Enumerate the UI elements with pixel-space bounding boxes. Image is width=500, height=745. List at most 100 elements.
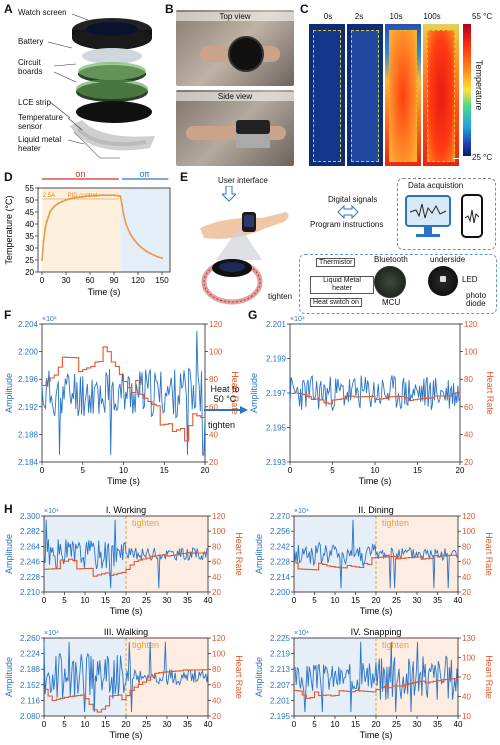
- tighten-annotation: tighten: [382, 518, 409, 528]
- y-tick-label: 2.256: [270, 527, 291, 536]
- y2-tick-label: 70: [462, 673, 471, 682]
- x-tick-label: 20: [372, 720, 381, 729]
- y2-tick-label: 80: [464, 375, 473, 384]
- temperature-point: [149, 252, 151, 255]
- temperature-point: [109, 194, 111, 197]
- x-tick-label: 40: [454, 720, 463, 729]
- temperature-point: [125, 223, 127, 225]
- chart-f: 0 5 10 15 20 2.184 2.188 2.192 2.196 2.200 2.204 20…: [4, 316, 240, 486]
- x-tick-label: 20: [201, 466, 210, 475]
- led-label: LED: [462, 275, 478, 284]
- y-tick-label: 2.188: [18, 430, 39, 439]
- down-arrow-icon: [222, 186, 236, 202]
- hand-with-watch-icon: [200, 212, 289, 239]
- heating-shade: [42, 188, 121, 272]
- exponent-label: ×10⁴: [294, 508, 309, 515]
- user-interface-label: User interface: [218, 176, 268, 185]
- y2-tick-label: 60: [212, 558, 221, 567]
- temperature-colorbar: [463, 24, 471, 156]
- mcu-label: MCU: [382, 298, 401, 307]
- y2-tick-label: 60: [209, 403, 218, 412]
- y-tick-label: 2.152: [20, 681, 41, 690]
- x-tick-label: 35: [183, 720, 192, 729]
- phone-icon: [461, 194, 483, 238]
- y-tick-label: 35: [25, 232, 34, 241]
- x-tick-label: 10: [331, 596, 340, 605]
- x-tick-label: 0: [40, 276, 45, 285]
- y2-tick-label: 100: [209, 348, 223, 357]
- x-tick-label: 20: [456, 466, 465, 475]
- photo-side-view-label: Side view: [176, 92, 294, 101]
- y2-tick-label: 10: [462, 712, 471, 721]
- y2-tick-label: 40: [212, 573, 221, 582]
- x-tick-label: 10: [81, 596, 90, 605]
- heart-rate-series: [290, 392, 461, 405]
- y-tick-label: 2.225: [270, 634, 291, 643]
- x-tick-label: 30: [163, 720, 172, 729]
- y-tick-label: 2.195: [266, 424, 287, 433]
- y2-axis-label: Heart Rate: [234, 655, 244, 699]
- x-tick-label: 10: [331, 720, 340, 729]
- temperature-point: [133, 238, 135, 241]
- photodiode-label: photo diode: [466, 291, 487, 308]
- temperature-point: [89, 194, 91, 197]
- panel-label-a: A: [4, 2, 13, 16]
- y-tick-label: 2.260: [20, 634, 41, 643]
- temperature-point: [85, 195, 87, 198]
- panel-a-leader-lines: [47, 13, 89, 145]
- temperature-point: [161, 257, 163, 260]
- y2-tick-label: 100: [462, 654, 476, 663]
- off-label: off: [139, 172, 149, 179]
- on-label: on: [75, 172, 85, 179]
- x-tick-label: 15: [413, 466, 422, 475]
- y-tick-label: 25: [25, 256, 34, 265]
- bidirectional-arrow-icon: [337, 205, 359, 219]
- panel-label-g: G: [248, 308, 258, 322]
- thermistor-box: Thermistor: [316, 258, 356, 267]
- label-circuit-boards: Circuit boards: [18, 58, 43, 76]
- y-tick-label: 2.197: [266, 389, 287, 398]
- x-tick-label: 120: [131, 276, 145, 285]
- strap-icon: [236, 134, 270, 148]
- x-tick-label: 25: [392, 720, 401, 729]
- x-tick-label: 5: [62, 596, 67, 605]
- chart-title: IV. Snapping: [351, 627, 402, 637]
- temperature-point: [61, 200, 63, 203]
- x-tick-label: 15: [101, 596, 110, 605]
- y-tick-label: 2.219: [270, 650, 291, 659]
- y-tick-label: 2.207: [270, 681, 291, 690]
- y2-tick-label: 100: [464, 348, 478, 357]
- chart-h1: tighten 0 5 10 15 20 25 30 35 40 2.210 2.228 2.246 2.…: [4, 505, 244, 616]
- y-axis-label: Temperature (°C): [4, 195, 14, 264]
- temperature-point: [45, 220, 48, 223]
- panel-label-f: F: [4, 308, 12, 322]
- amplitude-series: [289, 374, 461, 411]
- thermal-image-100s: [423, 24, 459, 166]
- x-tick-label: 5: [312, 720, 317, 729]
- x-axis-label: Time (s): [107, 476, 140, 486]
- x-tick-label: 15: [351, 596, 360, 605]
- temperature-point: [42, 239, 45, 242]
- y-tick-label: 2.300: [20, 512, 41, 521]
- plot-frame: [37, 187, 171, 273]
- thermal-time-2: 10s: [389, 12, 403, 21]
- heart-rate-series: [294, 677, 459, 699]
- chart-g: 0 5 10 15 20 2.193 2.195 2.197 2.199 2.201 20 40 60 8…: [249, 316, 495, 486]
- temperature-point: [57, 202, 59, 205]
- x-tick-label: 10: [119, 466, 128, 475]
- y2-tick-label: 130: [462, 634, 476, 643]
- y2-tick-label: 80: [209, 375, 218, 384]
- y2-tick-label: 100: [212, 650, 226, 659]
- thermal-image-2s: [347, 24, 383, 166]
- circuit-detail-box: [299, 254, 497, 314]
- watch-face-icon: [228, 36, 264, 72]
- y-tick-label: 2.193: [266, 458, 287, 467]
- heart-rate-series: [44, 669, 209, 713]
- colorbar-title: Temperature: [474, 60, 484, 111]
- digital-signals-label: Digital signals: [328, 195, 378, 204]
- temperature-point: [65, 199, 67, 201]
- temperature-point: [121, 203, 123, 206]
- x-tick-label: 60: [86, 276, 95, 285]
- temperature-point: [145, 249, 147, 252]
- label-temperature-sensor: Temperature sensor: [18, 113, 63, 131]
